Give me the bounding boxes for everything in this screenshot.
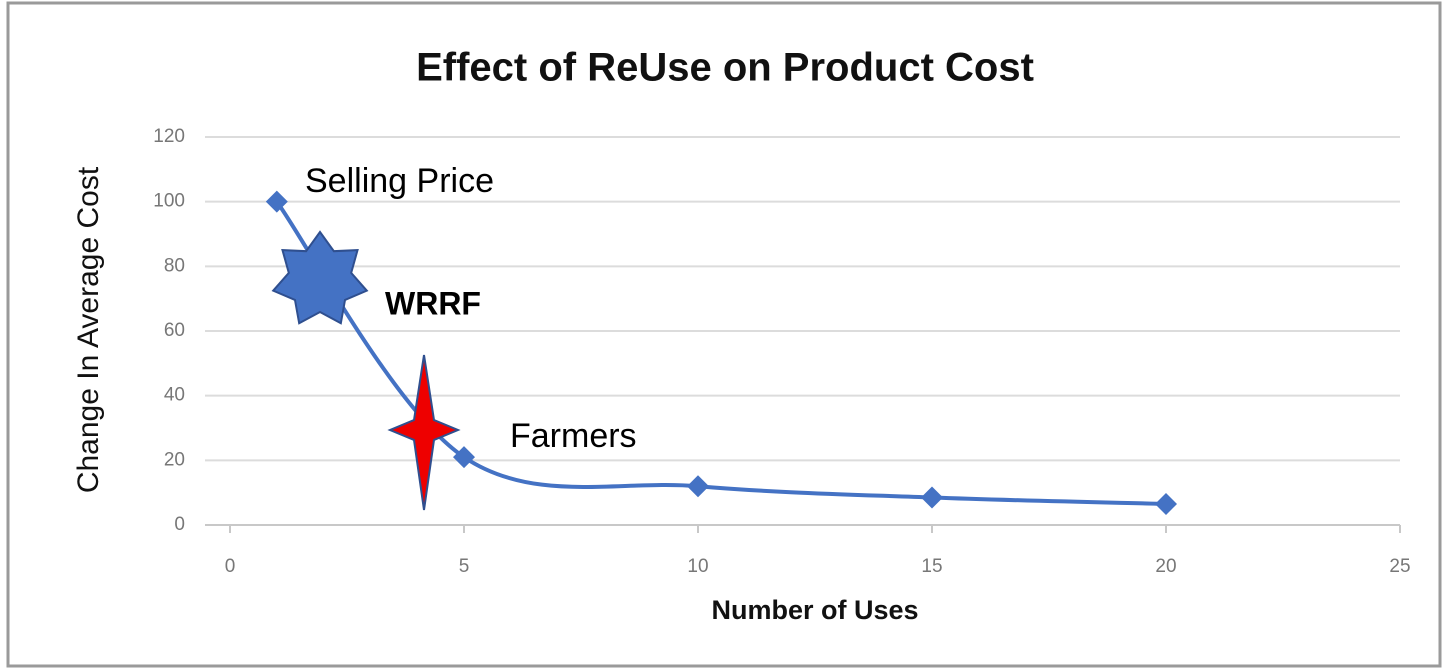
point	[1155, 492, 1177, 515]
wrrf-star	[271, 230, 369, 325]
chart-title: Effect of ReUse on Product Cost	[416, 46, 1034, 90]
annotation: Selling Price	[305, 162, 494, 200]
y-axis-label: Change In Average Cost	[72, 166, 105, 493]
point	[265, 190, 288, 213]
x-axis-label: Number of Uses	[711, 595, 918, 625]
point	[687, 475, 709, 498]
y-tick-label: 20	[164, 449, 185, 470]
point	[453, 446, 475, 469]
annotation: WRRF	[385, 285, 481, 321]
y-tick-label: 40	[164, 385, 185, 406]
x-tick-label: 10	[687, 556, 708, 577]
x-tick-label: 0	[225, 556, 236, 577]
y-tick-label: 0	[174, 514, 185, 535]
farmers-star	[387, 354, 461, 511]
x-tick-label: 25	[1389, 556, 1410, 577]
y-tick-label: 100	[153, 191, 185, 212]
x-tick-label: 5	[459, 556, 470, 577]
annotation: Farmers	[510, 417, 637, 455]
y-tick-label: 120	[153, 126, 185, 147]
point	[921, 486, 943, 509]
frame	[6, 1, 1442, 668]
y-tick-label: 80	[164, 255, 185, 276]
y-tick-label: 60	[164, 320, 185, 341]
x-tick-label: 20	[1155, 556, 1176, 577]
x-tick-label: 15	[921, 556, 942, 577]
